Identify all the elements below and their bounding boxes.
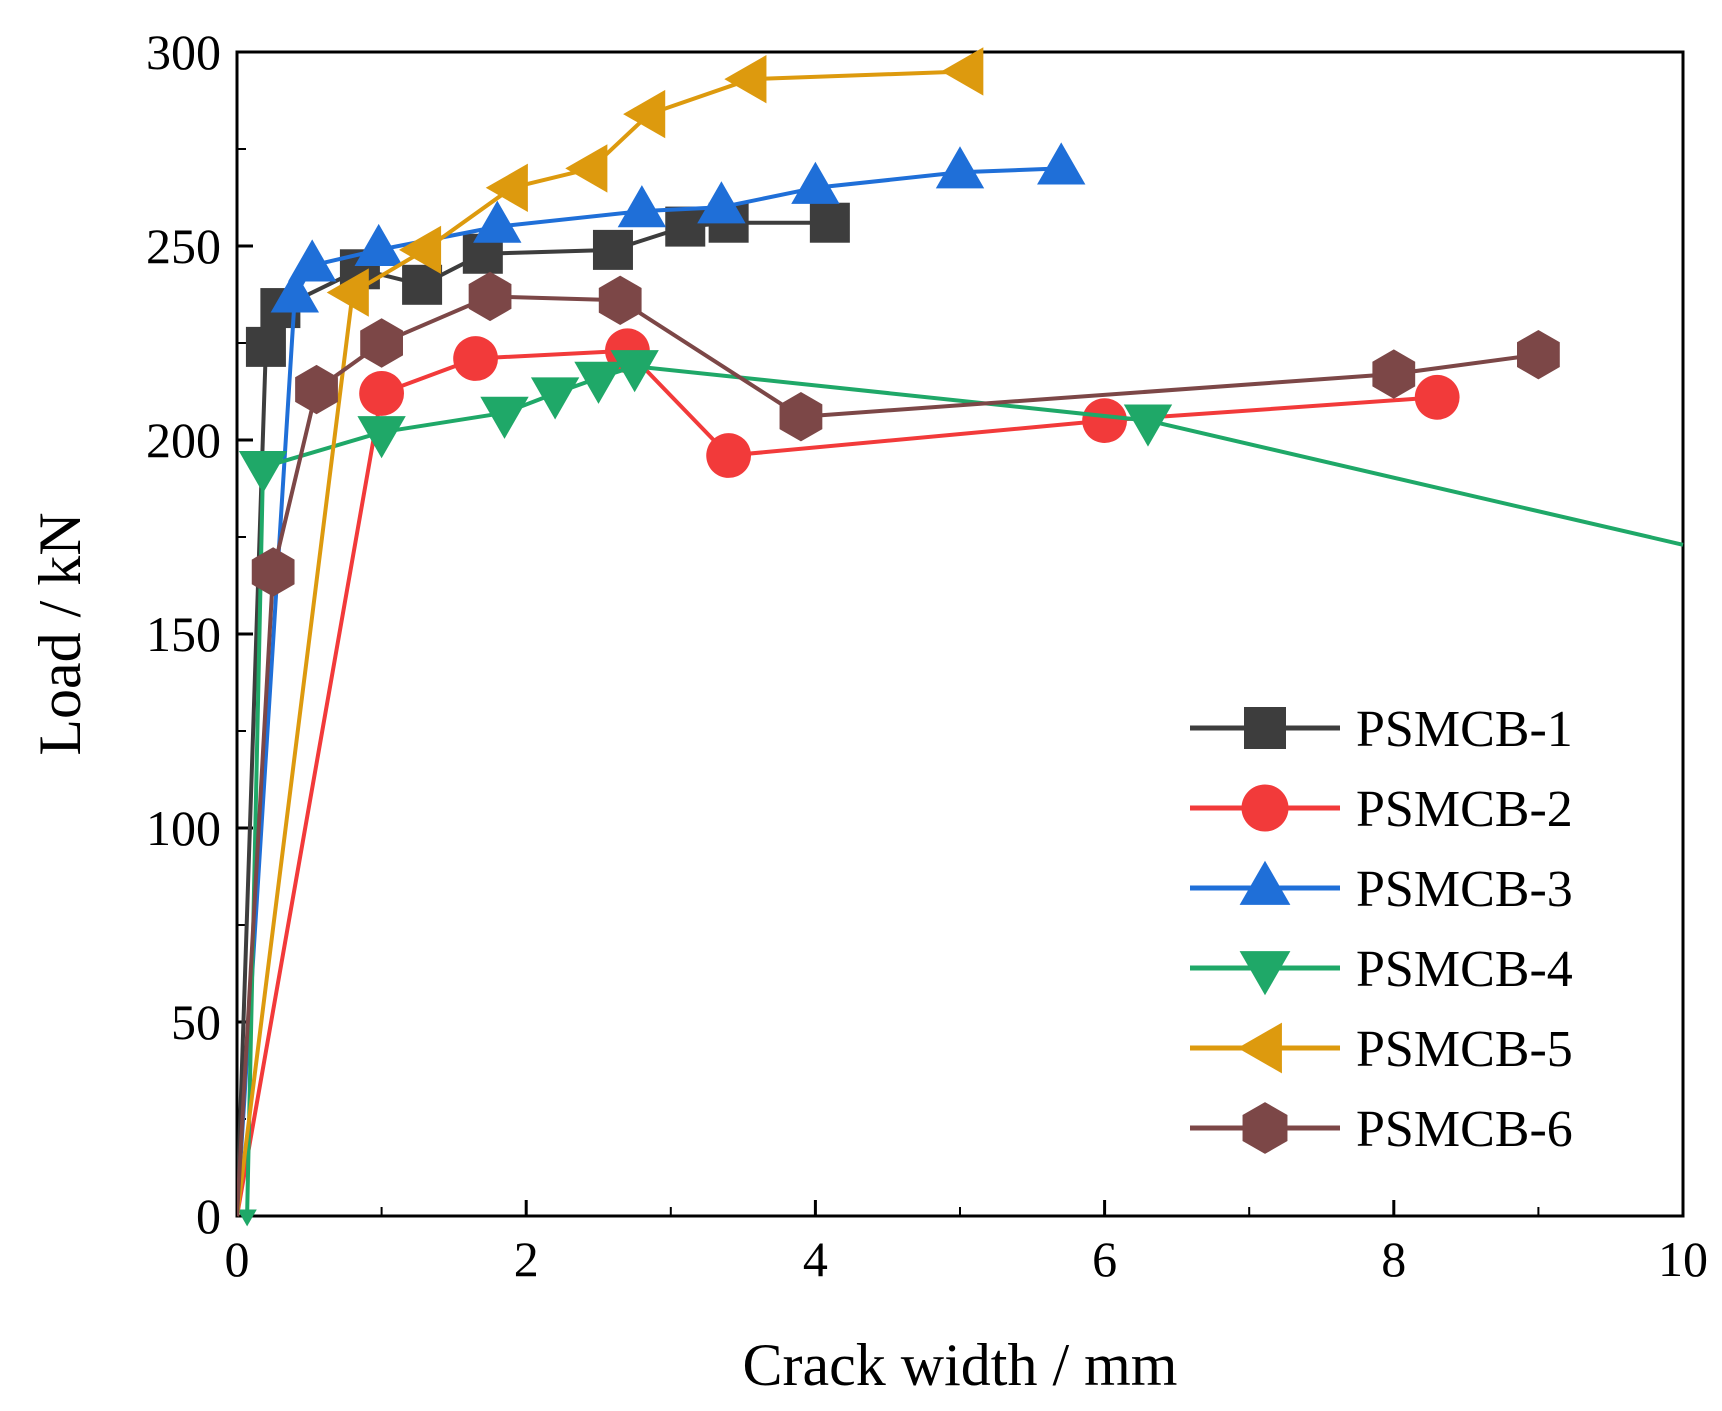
legend-item: PSMCB-1 bbox=[1190, 701, 1573, 758]
data-point bbox=[617, 185, 667, 228]
x-tick-label: 0 bbox=[225, 1231, 250, 1287]
legend-item: PSMCB-3 bbox=[1190, 860, 1573, 918]
data-point bbox=[398, 225, 442, 275]
data-point bbox=[245, 326, 286, 367]
series-psmcb-3 bbox=[237, 142, 1086, 1217]
data-point bbox=[1123, 404, 1173, 447]
y-axis-title: Load / kN bbox=[27, 512, 93, 755]
legend-label: PSMCB-4 bbox=[1356, 941, 1573, 998]
x-tick-label: 4 bbox=[803, 1231, 828, 1287]
data-point bbox=[809, 202, 850, 243]
legend: PSMCB-1 PSMCB-2 PSMCB-3 PSMCB-4 PSMCB-5 PSMCB… bbox=[1190, 701, 1573, 1158]
legend-label: PSMCB-3 bbox=[1356, 861, 1573, 918]
series-line bbox=[237, 294, 1539, 1217]
legend-label: PSMCB-5 bbox=[1356, 1021, 1573, 1078]
legend-marker bbox=[1239, 951, 1291, 996]
data-point bbox=[468, 271, 512, 322]
legend-marker bbox=[1244, 707, 1286, 749]
series-psmcb-5 bbox=[237, 47, 984, 1217]
data-point bbox=[1372, 349, 1416, 399]
y-tick-label: 200 bbox=[146, 412, 221, 468]
legend-item: PSMCB-4 bbox=[1190, 941, 1573, 998]
data-point bbox=[1414, 374, 1460, 420]
legend-item: PSMCB-6 bbox=[1190, 1101, 1573, 1158]
y-tick-label: 0 bbox=[196, 1188, 221, 1244]
data-point bbox=[665, 206, 706, 247]
data-point bbox=[791, 161, 840, 204]
data-point bbox=[592, 229, 633, 270]
legend-marker bbox=[1241, 784, 1289, 832]
data-point bbox=[565, 144, 608, 193]
data-point bbox=[935, 146, 985, 189]
data-point bbox=[251, 547, 295, 597]
x-tick-label: 2 bbox=[514, 1231, 539, 1287]
data-point bbox=[485, 163, 528, 212]
data-point bbox=[623, 89, 666, 139]
y-tick-label: 50 bbox=[171, 994, 221, 1050]
legend-marker bbox=[1239, 860, 1291, 905]
legend-label: PSMCB-6 bbox=[1356, 1101, 1573, 1158]
x-axis: 0 2 4 6 8 10 bbox=[225, 1200, 1708, 1287]
data-point bbox=[941, 47, 984, 96]
y-tick-label: 150 bbox=[146, 606, 221, 662]
data-point bbox=[453, 336, 498, 381]
data-point bbox=[1082, 398, 1127, 443]
data-point bbox=[1037, 142, 1086, 185]
data-point bbox=[706, 433, 752, 478]
data-point bbox=[357, 416, 406, 459]
legend-marker bbox=[1237, 1022, 1282, 1074]
data-point bbox=[574, 361, 623, 404]
data-point bbox=[779, 392, 823, 442]
legend-item: PSMCB-5 bbox=[1190, 1021, 1573, 1078]
y-tick-label: 100 bbox=[146, 800, 221, 856]
series-psmcb-2 bbox=[237, 328, 1460, 1217]
legend-item: PSMCB-2 bbox=[1190, 781, 1573, 838]
series-line bbox=[237, 348, 1438, 1217]
series-layer bbox=[237, 47, 1684, 1227]
y-axis: 0 50 100 150 200 250 300 bbox=[146, 24, 253, 1244]
y-tick-label: 300 bbox=[146, 24, 221, 80]
data-point bbox=[326, 268, 369, 317]
data-point bbox=[360, 318, 403, 368]
x-axis-title: Crack width / mm bbox=[743, 1332, 1178, 1398]
data-point bbox=[354, 223, 403, 266]
x-tick-label: 10 bbox=[1658, 1231, 1708, 1287]
legend-label: PSMCB-1 bbox=[1356, 701, 1573, 758]
x-tick-label: 6 bbox=[1092, 1231, 1117, 1287]
data-point bbox=[295, 364, 338, 415]
data-point bbox=[402, 264, 443, 305]
data-point bbox=[724, 54, 767, 104]
legend-marker bbox=[1242, 1102, 1288, 1154]
data-point bbox=[473, 200, 522, 243]
legend-label: PSMCB-2 bbox=[1356, 781, 1573, 838]
data-point bbox=[480, 396, 529, 439]
data-point bbox=[697, 181, 746, 224]
data-point bbox=[598, 275, 642, 326]
series-psmcb-6 bbox=[237, 271, 1560, 1217]
data-point bbox=[237, 1209, 257, 1227]
y-tick-label: 250 bbox=[146, 218, 221, 274]
x-tick-label: 8 bbox=[1381, 1231, 1406, 1287]
series-line bbox=[237, 166, 1062, 1217]
data-point bbox=[238, 451, 288, 494]
data-point bbox=[359, 371, 404, 416]
data-point bbox=[530, 377, 580, 420]
data-point bbox=[288, 239, 337, 282]
data-point bbox=[270, 270, 320, 313]
data-point bbox=[610, 350, 659, 393]
data-point bbox=[1517, 329, 1560, 380]
